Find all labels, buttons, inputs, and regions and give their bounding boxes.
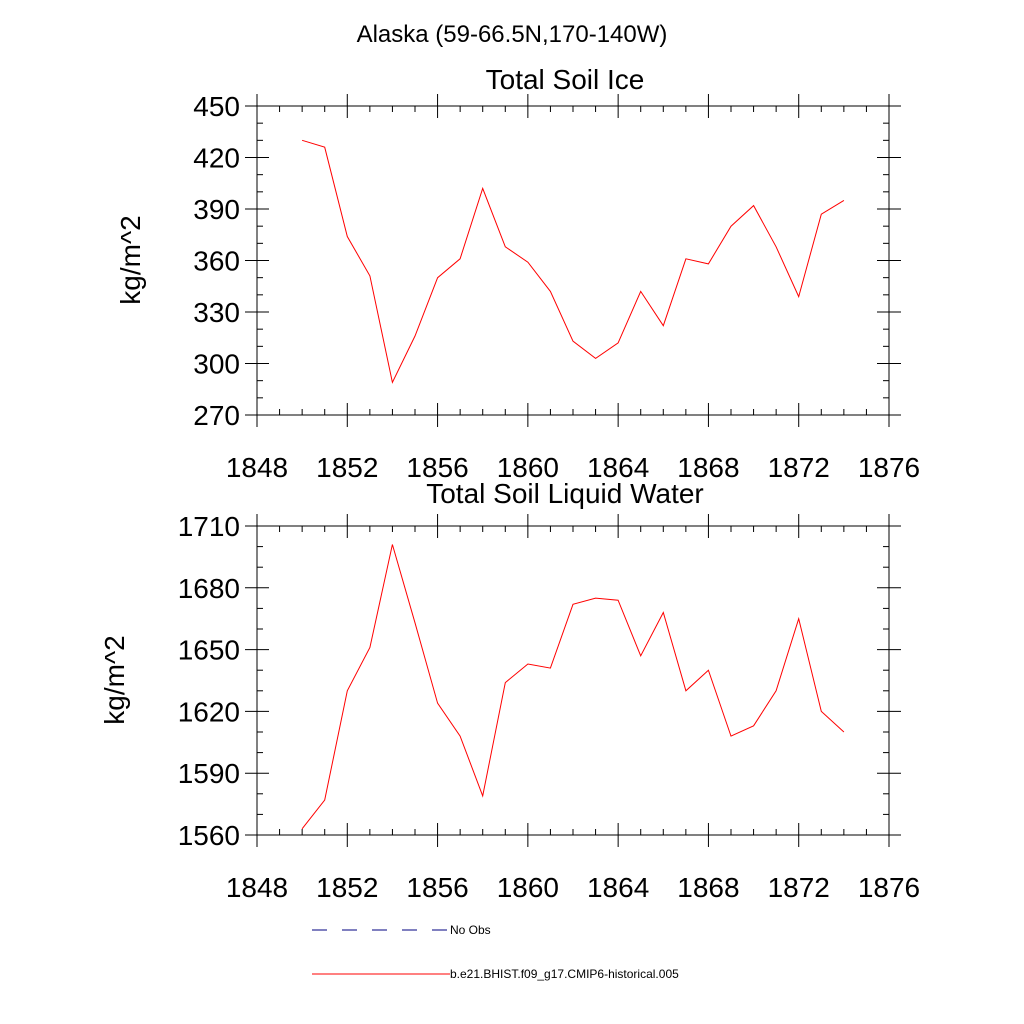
soil-liquid-series-line xyxy=(301,544,845,830)
soil-liquid-y-tick-label: 1650 xyxy=(178,635,240,666)
soil-ice-x-tick-label: 1856 xyxy=(406,452,468,483)
soil-liquid-plot-frame xyxy=(256,525,890,836)
soil-ice-series-line xyxy=(301,139,845,384)
legend-no-obs-label: No Obs xyxy=(450,923,491,937)
soil-liquid-y-tick-label: 1590 xyxy=(178,758,240,789)
soil-liquid-ylabel: kg/m^2 xyxy=(99,635,130,724)
soil-liquid-x-tick-label: 1852 xyxy=(316,872,378,903)
soil-ice-x-tick-label: 1852 xyxy=(316,452,378,483)
soil-ice-y-tick-label: 360 xyxy=(193,246,240,277)
soil-ice-x-tick-label: 1868 xyxy=(677,452,739,483)
soil-liquid-y-tick-label: 1710 xyxy=(178,511,240,542)
soil-ice-x-tick-label: 1860 xyxy=(497,452,559,483)
soil-ice-plot-frame xyxy=(256,105,890,416)
soil-liquid-title: Total Soil Liquid Water xyxy=(426,478,704,509)
soil-liquid-x-tick-label: 1860 xyxy=(497,872,559,903)
soil-ice-y-tick-label: 300 xyxy=(193,349,240,380)
soil-liquid-y-tick-label: 1620 xyxy=(178,696,240,727)
soil-liquid-x-tick-label: 1864 xyxy=(587,872,649,903)
soil-liquid-x-tick-label: 1856 xyxy=(406,872,468,903)
soil-liquid-x-tick-label: 1872 xyxy=(768,872,830,903)
soil-ice-x-tick-label: 1864 xyxy=(587,452,649,483)
soil-liquid-y-tick-label: 1560 xyxy=(178,820,240,851)
soil-ice-panel: Total Soil Ice kg/m^2 1848 1852 1856 1860 18… xyxy=(115,64,920,483)
soil-liquid-y-tick-label: 1680 xyxy=(178,573,240,604)
soil-liquid-x-tick-label: 1876 xyxy=(858,872,920,903)
soil-ice-y-tick-label: 390 xyxy=(193,194,240,225)
soil-ice-ylabel: kg/m^2 xyxy=(115,215,146,304)
soil-ice-y-tick-label: 270 xyxy=(193,400,240,431)
soil-ice-x-tick-label: 1876 xyxy=(858,452,920,483)
soil-liquid-x-tick-label: 1868 xyxy=(677,872,739,903)
soil-ice-x-tick-label: 1848 xyxy=(226,452,288,483)
soil-ice-y-tick-label: 420 xyxy=(193,143,240,174)
soil-liquid-panel: Total Soil Liquid Water kg/m^2 1848 1852 1… xyxy=(99,478,920,903)
soil-liquid-x-tick-label: 1848 xyxy=(226,872,288,903)
legend: No Obs b.e21.BHIST.f09_g17.CMIP6-histori… xyxy=(312,923,679,981)
soil-ice-title: Total Soil Ice xyxy=(486,64,645,95)
legend-model-label: b.e21.BHIST.f09_g17.CMIP6-historical.005 xyxy=(450,967,679,981)
page-title: Alaska (59-66.5N,170-140W) xyxy=(357,21,668,48)
soil-ice-y-tick-label: 330 xyxy=(193,297,240,328)
soil-ice-x-tick-label: 1872 xyxy=(768,452,830,483)
soil-ice-y-tick-label: 450 xyxy=(193,91,240,122)
